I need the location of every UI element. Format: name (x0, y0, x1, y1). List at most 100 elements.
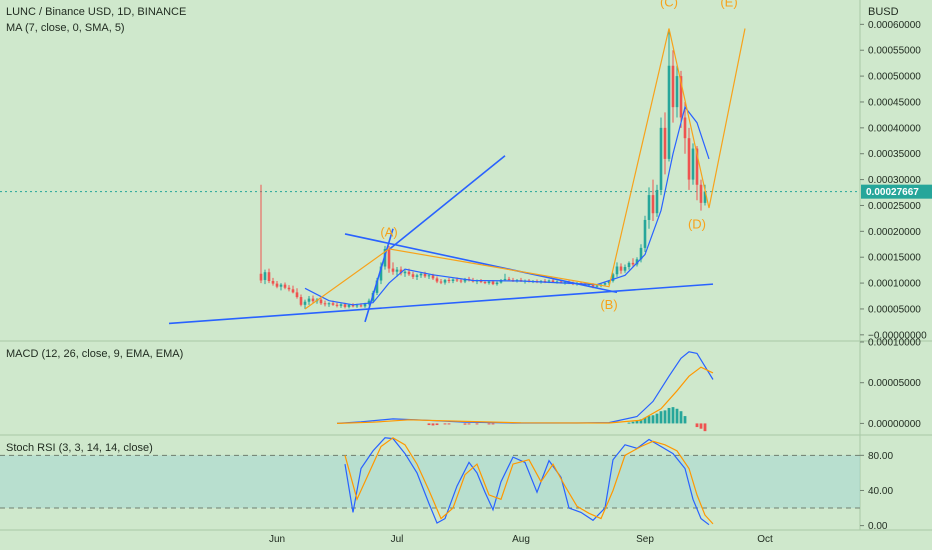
wave-label: (A) (380, 225, 397, 240)
candle-body (591, 284, 595, 287)
candle-body (503, 278, 507, 280)
candle-body (479, 280, 483, 283)
price-axis-tick-label: 0.00030000 (868, 175, 921, 186)
candle-body (443, 279, 447, 283)
candle-body (351, 304, 355, 307)
candle-body (631, 262, 635, 265)
candle-body (543, 281, 547, 283)
candle-body (671, 65, 675, 108)
price-axis-tick-label: 0.00055000 (868, 46, 921, 57)
candle-body (463, 278, 467, 282)
macd-histogram-bar (647, 416, 651, 424)
macd-histogram-bar (467, 423, 471, 425)
stoch-rsi-axis-tick-label: 0.00 (868, 521, 888, 532)
candle-body (295, 292, 299, 298)
macd-histogram-bar (627, 422, 631, 424)
price-axis-tick-label: 0.00050000 (868, 72, 921, 83)
candle-body (415, 275, 419, 277)
candle-body (483, 282, 487, 284)
candle-body (411, 274, 415, 277)
last-price-tag-label: 0.00027667 (866, 187, 919, 198)
candle-body (291, 289, 295, 293)
candle-body (287, 287, 291, 290)
stoch-rsi-band (0, 455, 860, 509)
candle-body (283, 284, 287, 288)
candle-body (335, 304, 339, 306)
candle-body (339, 304, 343, 306)
macd-axis-tick-label: 0.00010000 (868, 338, 921, 349)
candle-body (551, 280, 555, 283)
symbol-title: LUNC / Binance USD, 1D, BINANCE (6, 6, 187, 18)
candle-body (595, 285, 599, 287)
macd-histogram-bar (463, 423, 467, 425)
candle-body (675, 76, 679, 108)
price-axis-tick-label: −0.00000000 (868, 330, 927, 341)
candle-body (395, 269, 399, 272)
time-axis-tick-label: Jul (391, 534, 404, 545)
macd-histogram-bar (643, 417, 647, 424)
macd-histogram-bar (683, 416, 687, 424)
macd-histogram-bar (475, 423, 479, 425)
candle-body (635, 259, 639, 265)
price-axis-unit: BUSD (868, 6, 899, 18)
stoch-rsi-indicator-title: Stoch RSI (3, 3, 14, 14, close) (6, 442, 153, 454)
candle-body (639, 247, 643, 260)
candle-body (391, 268, 395, 272)
candle-body (375, 280, 379, 293)
stoch-rsi-axis-tick-label: 40.00 (868, 486, 893, 497)
candle-body (279, 284, 283, 287)
candle-body (679, 76, 683, 118)
candle-body (651, 195, 655, 214)
candle-body (379, 266, 383, 281)
candle-body (319, 299, 323, 304)
candle-body (311, 298, 315, 302)
candle-body (655, 189, 659, 214)
price-axis-tick-label: 0.00040000 (868, 123, 921, 134)
price-axis-tick-label: 0.00010000 (868, 279, 921, 290)
macd-histogram-bar (695, 423, 699, 428)
macd-histogram-bar (699, 423, 703, 429)
macd-signal-line (336, 366, 714, 424)
macd-histogram-bar (659, 411, 663, 424)
candle-body (275, 283, 279, 287)
candle-body (487, 281, 491, 284)
price-axis-tick-label: 0.00035000 (868, 149, 921, 160)
price-axis-tick-label: 0.00045000 (868, 97, 921, 108)
price-axis-tick-label: 0.00020000 (868, 227, 921, 238)
macd-histogram-bar (703, 423, 707, 432)
candle-body (399, 269, 403, 274)
macd-histogram-bar (675, 408, 679, 424)
candle-body (699, 184, 703, 203)
stoch-rsi-d-line (344, 437, 714, 525)
candle-body (691, 148, 695, 180)
macd-histogram-bar (447, 423, 451, 425)
candle-body (327, 303, 331, 305)
macd-histogram-bar (487, 423, 491, 425)
candle-body (507, 278, 511, 280)
candle-body (451, 279, 455, 282)
candle-body (419, 273, 423, 276)
trendline-impulse-steep (364, 228, 394, 323)
candle-body (431, 275, 435, 279)
candle-body (559, 281, 563, 283)
candle-body (307, 298, 311, 302)
stoch-rsi-axis-tick-label: 80.00 (868, 451, 893, 462)
candle-body (603, 283, 607, 285)
candle-body (343, 304, 347, 307)
price-axis-tick-label: 0.00015000 (868, 253, 921, 264)
candle-body (687, 138, 691, 180)
candle-body (555, 281, 559, 283)
candle-body (403, 271, 407, 274)
candle-body (495, 282, 499, 285)
last-price-tag (861, 184, 932, 199)
macd-histogram-bar (671, 407, 675, 424)
macd-histogram-bar (443, 423, 447, 425)
candle-body (491, 281, 495, 285)
time-axis-tick-label: Sep (636, 534, 654, 545)
price-axis-tick-label: 0.00060000 (868, 20, 921, 31)
candle-body (359, 305, 363, 307)
candle-body (643, 219, 647, 248)
candle-body (615, 266, 619, 275)
